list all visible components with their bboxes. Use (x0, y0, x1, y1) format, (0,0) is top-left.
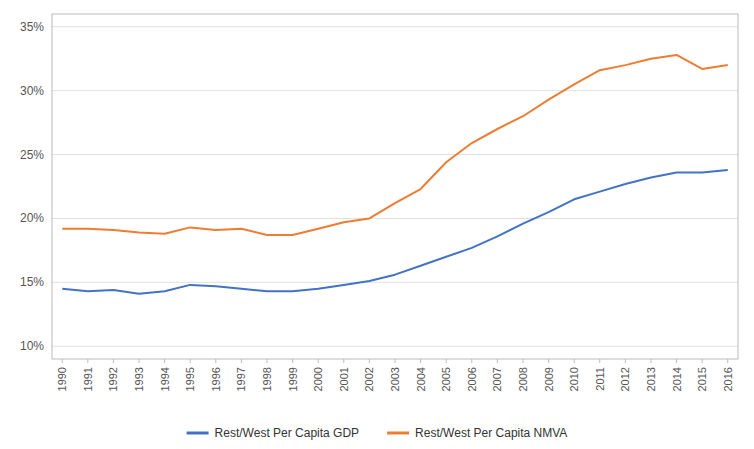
x-tick (420, 359, 421, 363)
x-tick-label: 1995 (184, 367, 196, 391)
x-tick-label: 2013 (645, 367, 657, 391)
x-tick-label: 1998 (261, 367, 273, 391)
x-tick (676, 359, 677, 363)
x-tick-label: 2006 (466, 367, 478, 391)
x-tick (343, 359, 344, 363)
legend-label: Rest/West Per Capita NMVA (415, 426, 567, 440)
grid-line (52, 346, 738, 347)
x-tick (599, 359, 600, 363)
y-tick-label: 15% (20, 275, 44, 289)
y-tick-label: 30% (20, 84, 44, 98)
grid-line (52, 26, 738, 27)
x-tick-label: 1994 (159, 367, 171, 391)
x-tick-label: 2010 (568, 367, 580, 391)
x-tick-label: 2014 (671, 367, 683, 391)
y-tick-label: 25% (20, 148, 44, 162)
grid-line (52, 154, 738, 155)
x-tick-label: 2016 (722, 367, 734, 391)
plot-frame (52, 14, 738, 359)
x-tick-label: 2012 (619, 367, 631, 391)
x-tick (574, 359, 575, 363)
chart: 10% 15% 20% 25% 30% 35% 1990 1991 1992 1993 1994 19… (0, 0, 754, 449)
x-tick-label: 2005 (440, 367, 452, 391)
grid (52, 27, 738, 346)
x-tick-label: 2002 (363, 367, 375, 391)
x-tick (113, 359, 114, 363)
grid-line (52, 282, 738, 283)
x-tick (318, 359, 319, 363)
grid-line (52, 218, 738, 219)
x-tick-label: 2015 (696, 367, 708, 391)
legend-swatch (187, 432, 209, 435)
x-tick-label: 2004 (415, 367, 427, 391)
legend-item: Rest/West Per Capita NMVA (387, 426, 567, 440)
x-tick-label: 2001 (338, 367, 350, 391)
x-tick (190, 359, 191, 363)
y-tick-label: 10% (20, 339, 44, 353)
x-tick (369, 359, 370, 363)
x-tick-label: 1992 (107, 367, 119, 391)
series-group (62, 55, 728, 294)
x-tick-label: 2008 (517, 367, 529, 391)
x-tick (497, 359, 498, 363)
x-tick-label: 1999 (287, 367, 299, 391)
x-tick (164, 359, 165, 363)
legend: Rest/West Per Capita GDP Rest/West Per Ca… (187, 426, 568, 440)
x-tick (215, 359, 216, 363)
x-tick (139, 359, 140, 363)
line (62, 170, 728, 294)
x-tick (650, 359, 651, 363)
x-tick (395, 359, 396, 363)
grid-line (52, 90, 738, 91)
x-tick-label: 1993 (133, 367, 145, 391)
x-tick (548, 359, 549, 363)
x-tick (702, 359, 703, 363)
x-tick (471, 359, 472, 363)
x-tick-label: 1991 (82, 367, 94, 391)
x-tick-label: 2003 (389, 367, 401, 391)
x-tick (241, 359, 242, 363)
x-tick (62, 359, 63, 363)
x-tick-label: 2007 (491, 367, 503, 391)
x-tick-label: 2011 (594, 367, 606, 391)
x-tick-label: 1990 (56, 367, 68, 391)
y-tick-label: 20% (20, 211, 44, 225)
line (62, 55, 728, 235)
x-tick (292, 359, 293, 363)
legend-swatch (387, 432, 409, 435)
legend-item: Rest/West Per Capita GDP (187, 426, 360, 440)
x-tick (446, 359, 447, 363)
x-tick-label: 2009 (543, 367, 555, 391)
x-tick (727, 359, 728, 363)
x-tick-label: 1996 (210, 367, 222, 391)
x-tick-label: 1997 (235, 367, 247, 391)
x-tick (267, 359, 268, 363)
y-tick-label: 35% (20, 20, 44, 34)
x-tick-label: 2000 (312, 367, 324, 391)
x-tick (625, 359, 626, 363)
legend-label: Rest/West Per Capita GDP (215, 426, 360, 440)
x-tick (522, 359, 523, 363)
x-tick (87, 359, 88, 363)
